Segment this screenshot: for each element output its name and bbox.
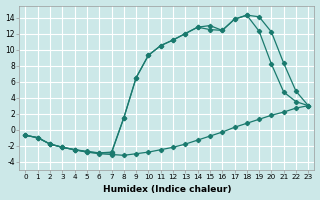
X-axis label: Humidex (Indice chaleur): Humidex (Indice chaleur) <box>103 185 231 194</box>
